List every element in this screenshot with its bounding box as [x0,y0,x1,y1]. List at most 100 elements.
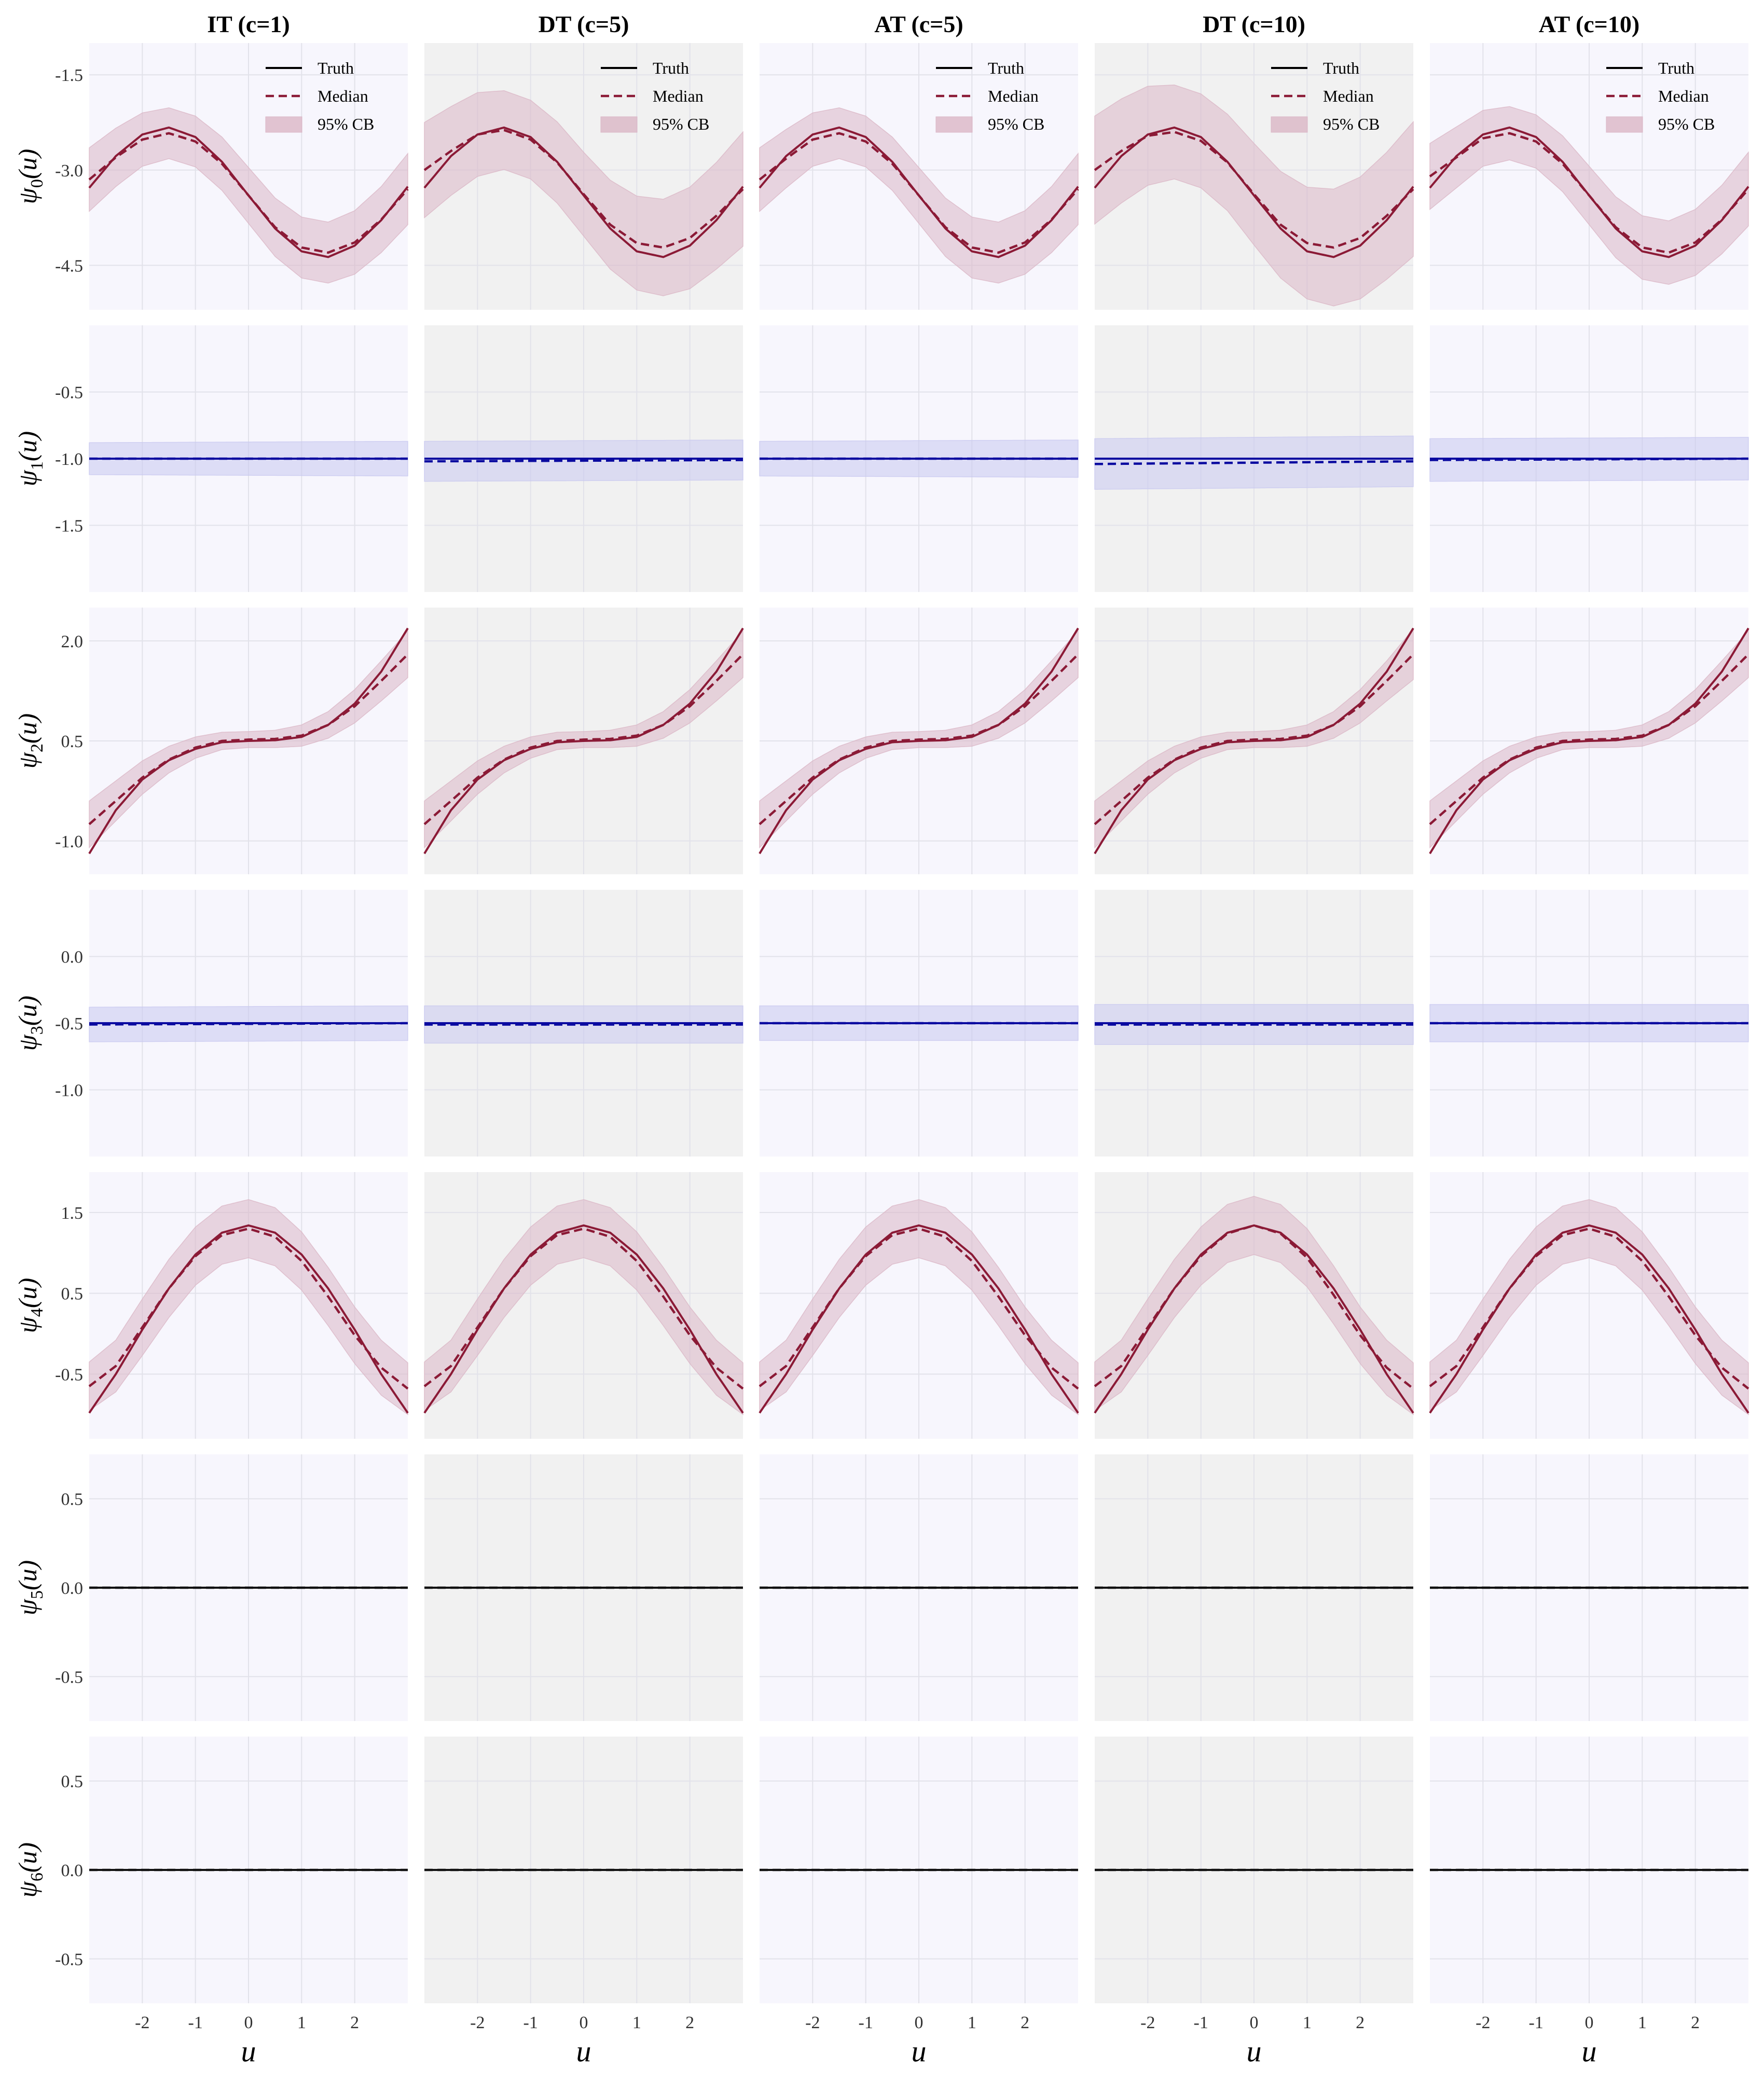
panel [1429,608,1749,874]
y-tick-label: -0.5 [55,383,83,403]
legend-truth-label: Truth [653,59,689,77]
panel [89,1454,408,1721]
row-label: ψ0(u) [13,149,47,204]
row-label: ψ3(u) [13,996,47,1051]
legend-band-label: 95% CB [1658,115,1715,133]
panel [88,608,409,874]
panel [1429,890,1749,1157]
row-label: ψ6(u) [13,1842,47,1897]
x-tick-label: -1 [859,2013,873,2032]
x-tick-label: -2 [135,2013,149,2032]
y-tick-label: 0.5 [61,732,84,751]
median-line [423,129,744,249]
x-tick-label: -1 [523,2013,538,2032]
median-line [1429,132,1749,254]
truth-line [759,1224,1079,1414]
panel [1430,1454,1748,1721]
legend-median-label: Median [1323,87,1374,105]
column-title: IT (c=1) [207,11,290,37]
ci-band [424,1199,743,1415]
x-tick-label: -1 [1529,2013,1544,2032]
x-axis-label: u [1247,2034,1262,2068]
y-tick-label: -0.5 [55,1365,83,1384]
column-title: AT (c=5) [874,11,963,37]
legend-band-swatch [935,116,973,133]
panel [88,1172,409,1439]
y-tick-label: 0.0 [61,1579,84,1598]
y-tick-label: 2.0 [61,632,84,651]
legend-truth-label: Truth [988,59,1024,77]
x-tick-label: 2 [1021,2013,1029,2032]
median-line [423,653,744,825]
panel [424,325,743,592]
x-tick-label: -2 [1476,2013,1490,2032]
panel: Truth Median 95% CB [88,43,409,310]
y-tick-label: -3.0 [55,161,83,181]
legend-median-label: Median [988,87,1039,105]
panel [424,1454,743,1721]
y-tick-label: -1.0 [55,450,83,469]
y-tick-label: -0.5 [55,1014,83,1034]
x-axis-label: u [576,2034,591,2068]
panel [1094,1172,1414,1439]
legend-band-swatch [1271,116,1308,133]
x-tick-label: 1 [1303,2013,1312,2032]
panel [759,325,1079,592]
x-tick-label: -1 [1194,2013,1208,2032]
y-tick-label: -0.5 [55,1668,83,1687]
y-tick-label: -1.0 [55,1081,83,1100]
x-tick-label: 1 [1638,2013,1647,2032]
x-tick-label: 2 [350,2013,359,2032]
x-tick-label: -1 [188,2013,203,2032]
truth-line [1429,1224,1749,1414]
panel [1429,325,1749,592]
column-title: AT (c=10) [1539,11,1639,37]
legend-median-label: Median [1658,87,1709,105]
truth-line [423,627,744,855]
x-tick-label: 1 [632,2013,641,2032]
panel [1095,1454,1413,1721]
panel [1094,890,1414,1157]
panel [423,1172,744,1439]
median-line [759,1227,1079,1390]
panel [759,1172,1079,1439]
legend-band-swatch [1606,116,1643,133]
y-tick-label: -1.0 [55,832,83,851]
median-line [1429,457,1748,461]
panel [89,1737,408,2003]
panel [759,890,1079,1157]
panel [89,325,408,592]
panel: Truth Median 95% CB [1429,43,1749,310]
panel [423,608,744,874]
y-tick-label: -1.5 [55,517,83,536]
y-tick-label: 0.5 [61,1285,84,1304]
panel [759,608,1079,874]
median-line [88,653,409,825]
y-tick-label: -0.5 [55,1950,83,1969]
ci-band [1429,1199,1749,1415]
median-line [89,1022,408,1026]
x-tick-label: 0 [580,2013,588,2032]
y-tick-label: -1.5 [55,66,83,85]
row-label: ψ2(u) [13,713,47,768]
legend-band-swatch [600,116,638,133]
median-line [759,653,1079,825]
x-tick-label: 1 [297,2013,306,2032]
panel [760,1454,1078,1721]
truth-line [423,1224,744,1414]
truth-line [88,1224,409,1414]
row-label: ψ4(u) [13,1278,47,1333]
median-line [759,132,1079,254]
legend-median-label: Median [318,87,368,105]
panel [1095,1737,1413,2003]
legend-median-label: Median [653,87,704,105]
y-tick-label: 0.0 [61,1861,84,1880]
median-line [423,1227,744,1390]
y-tick-label: 0.0 [61,948,84,967]
ci-band [1094,628,1414,849]
column-title: DT (c=10) [1203,11,1305,37]
panel [89,890,408,1157]
column-title: DT (c=5) [539,11,629,37]
